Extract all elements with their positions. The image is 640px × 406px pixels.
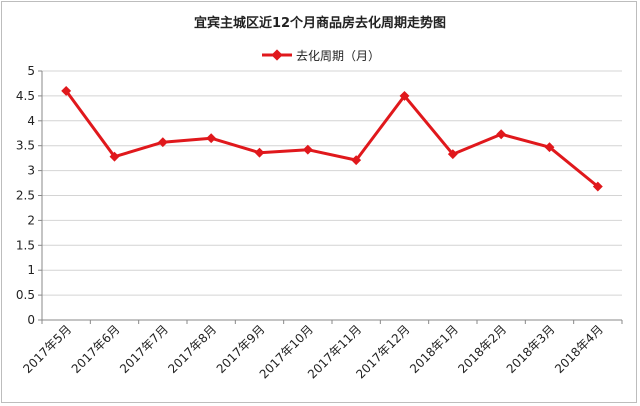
data-point	[447, 149, 458, 160]
legend: 去化周期（月）	[262, 46, 380, 64]
data-point	[302, 144, 313, 155]
axes	[38, 70, 623, 324]
y-tick-label: 2	[27, 213, 35, 227]
y-tick-label: 0	[27, 313, 35, 327]
series-points	[61, 85, 603, 192]
data-point	[206, 133, 217, 144]
x-tick-label: 2018年2月	[455, 322, 509, 376]
x-tick-label: 2017年8月	[165, 322, 219, 376]
data-point	[61, 85, 72, 96]
data-point	[351, 155, 362, 166]
data-point	[592, 181, 603, 192]
y-tick-label: 0.5	[16, 288, 35, 302]
y-tick-label: 2.5	[16, 189, 35, 203]
x-tick-label: 2017年5月	[20, 322, 74, 376]
series-line-path	[64, 90, 599, 188]
y-tick-label: 1	[27, 263, 35, 277]
data-point	[544, 142, 555, 153]
y-tick-labels: 0 0.5 1 1.5 2 2.5 3 3.5 4 4.5 5	[16, 64, 35, 327]
x-tick-label: 2017年7月	[117, 322, 171, 376]
y-tick-label: 1.5	[16, 238, 35, 252]
x-tick-label: 2017年6月	[69, 322, 123, 376]
y-tick-label: 4	[27, 114, 35, 128]
legend-swatch	[262, 49, 292, 61]
x-tick-label: 2018年3月	[504, 322, 558, 376]
legend-label: 去化周期（月）	[296, 48, 381, 63]
series-line	[64, 90, 599, 188]
y-tick-label: 3	[27, 164, 35, 178]
grid-lines	[42, 70, 622, 296]
data-point	[157, 137, 168, 148]
data-point	[109, 151, 120, 162]
data-point	[254, 147, 265, 158]
x-tick-labels: 2017年5月2017年6月2017年7月2017年8月2017年9月2017年…	[20, 322, 606, 381]
y-tick-label: 5	[27, 64, 35, 78]
x-tick-label: 2018年1月	[407, 322, 461, 376]
x-tick-label: 2018年4月	[552, 322, 606, 376]
chart-title: 宜宾主城区近12个月商品房去化周期走势图	[193, 16, 447, 31]
y-tick-label: 3.5	[16, 139, 35, 153]
y-tick-label: 4.5	[16, 89, 35, 103]
data-point	[496, 129, 507, 140]
